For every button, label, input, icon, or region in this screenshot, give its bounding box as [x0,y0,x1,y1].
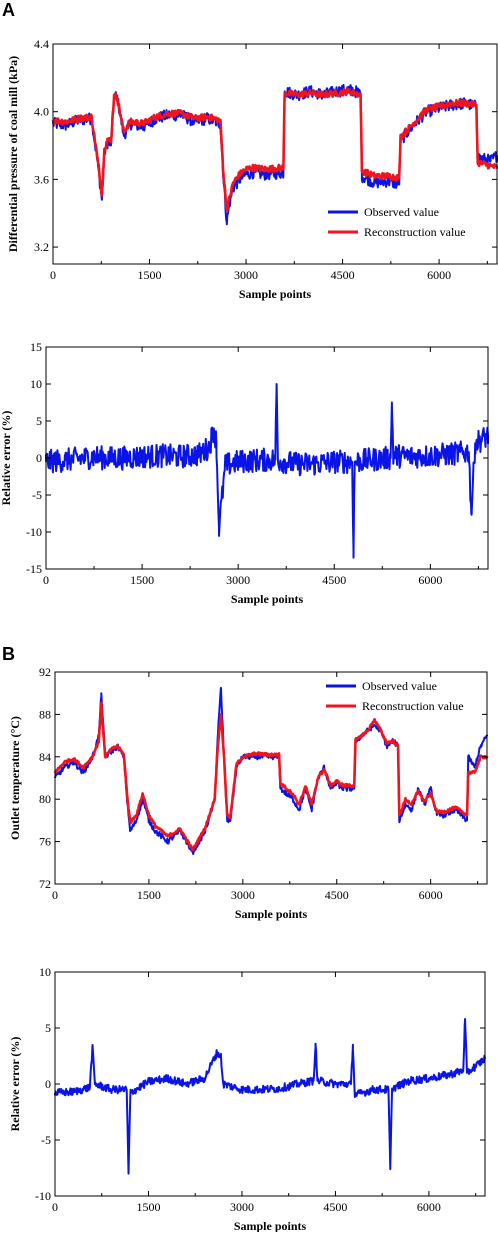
panel-a-label: A [2,0,15,20]
plot-frame [52,43,498,265]
y-tick-label: 15 [30,340,42,354]
x-tick-label: 0 [50,268,56,282]
x-tick-label: 6000 [418,573,442,587]
y-tick-label: -15 [26,562,42,576]
x-tick-label: 3000 [230,1200,254,1214]
y-tick-label: 0 [36,451,42,465]
legend-label: Observed value [362,679,437,693]
y-tick-label: 92 [39,665,51,679]
chart-pressure: 0 1500 3000 4500 6000 3.2 3.6 4.0 4.4 Sample poin… [6,37,498,301]
x-axis-title: Sample points [231,592,304,606]
y-tick-label: 4.4 [34,37,49,51]
x-tick-label: 4500 [322,573,346,587]
series-line-reconstruction-value [53,701,489,852]
chart-outlet-temperature: 0 1500 3000 4500 6000 72 76 80 84 88 92 Sample poin… [8,665,489,921]
series-line-relative-error [45,383,489,559]
x-tick-label: 4500 [325,888,349,902]
y-tick-label: 10 [39,965,51,979]
x-tick-label: 6000 [427,268,451,282]
panel-b-label: B [2,644,15,664]
x-tick-label: 0 [43,573,49,587]
y-tick-label: 72 [39,877,51,891]
y-axis-title: Differential pressure of coal mill (kPa) [6,56,20,252]
legend-label: Reconstruction value [364,225,466,239]
plot-frame [54,971,486,1197]
y-tick-label: 0 [45,1077,51,1091]
y-tick-label: 84 [39,750,51,764]
x-tick-label: 0 [52,1200,58,1214]
y-tick-label: -10 [35,1189,51,1203]
y-tick-label: -10 [26,525,42,539]
y-tick-label: 5 [45,1021,51,1035]
x-tick-label: 0 [52,888,58,902]
y-tick-label: -5 [32,488,42,502]
y-tick-label: 10 [30,377,42,391]
y-tick-label: 76 [39,835,51,849]
x-tick-label: 3000 [231,888,255,902]
y-tick-label: 4.0 [34,105,49,119]
x-tick-label: 3000 [226,573,250,587]
y-tick-label: 3.2 [34,240,49,254]
series-line-reconstruction-value [51,87,498,212]
y-tick-label: 5 [36,414,42,428]
chart-temperature-relative-error: 0 1500 3000 4500 6000 -10 -5 0 5 10 Sample points R… [8,965,486,1233]
x-axis-title: Sample points [239,287,312,301]
y-tick-label: 88 [39,707,51,721]
x-tick-label: 6000 [419,888,443,902]
x-axis-title: Sample points [235,907,308,921]
x-tick-label: 3000 [234,268,258,282]
series-line-relative-error [54,1018,486,1175]
y-tick-label: 3.6 [34,172,49,186]
legend-label: Reconstruction value [362,699,464,713]
x-tick-label: 1500 [136,1200,160,1214]
x-tick-label: 4500 [331,268,355,282]
y-tick-label: -5 [41,1133,51,1147]
plot-frame [54,671,488,885]
x-tick-label: 6000 [417,1200,441,1214]
chart-pressure-relative-error: 0 1500 3000 4500 6000 -15 -10 -5 0 5 10 15 Sample po… [0,340,489,606]
y-tick-label: 80 [39,792,51,806]
y-axis-title: Relative error (%) [0,411,13,506]
y-axis-title: Relative error (%) [8,1037,22,1132]
x-tick-label: 4500 [323,1200,347,1214]
y-axis-title: Outlet temperature (°C) [8,716,22,840]
x-tick-label: 1500 [130,573,154,587]
x-tick-label: 1500 [137,888,161,902]
legend-label: Observed value [364,205,439,219]
x-axis-title: Sample points [234,1219,307,1232]
x-tick-label: 1500 [138,268,162,282]
